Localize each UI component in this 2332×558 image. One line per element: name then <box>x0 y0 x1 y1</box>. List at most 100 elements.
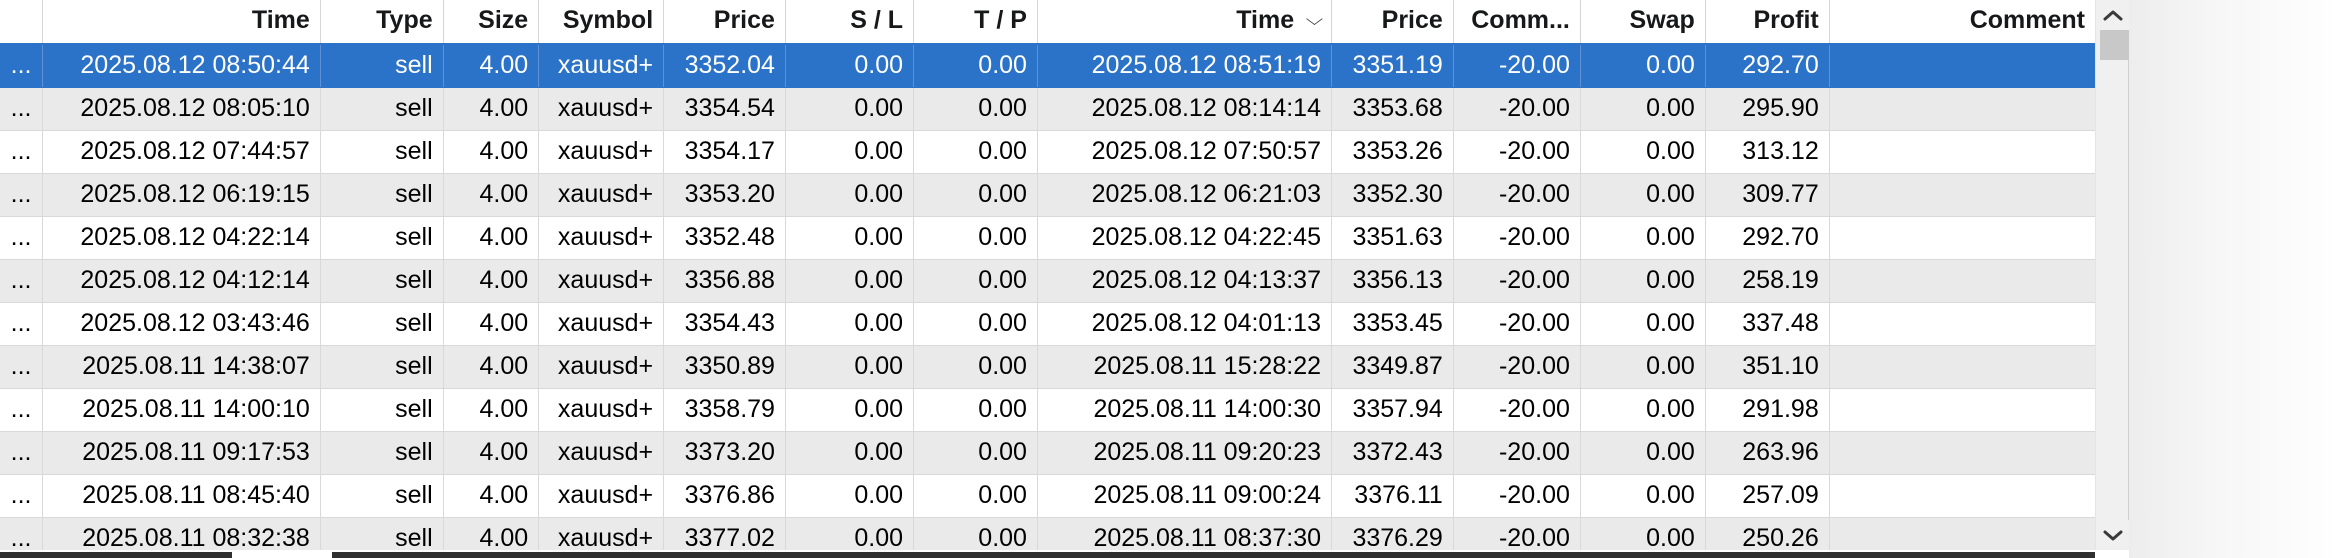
cell-open_price[interactable]: 3350.89 <box>663 345 786 389</box>
cell-commission[interactable]: -20.00 <box>1453 87 1581 131</box>
cell-type[interactable]: sell <box>320 87 444 131</box>
cell-type[interactable]: sell <box>320 130 444 174</box>
cell-commission[interactable]: -20.00 <box>1453 302 1581 346</box>
cell-close_price[interactable]: 3356.13 <box>1331 259 1454 303</box>
horizontal-scrollbar-left-segment[interactable] <box>0 552 232 558</box>
cell-close_price[interactable]: 3372.43 <box>1331 431 1454 475</box>
cell-type[interactable]: sell <box>320 44 444 88</box>
cell-sl[interactable]: 0.00 <box>785 173 915 217</box>
cell-profit[interactable]: 337.48 <box>1705 302 1830 346</box>
cell-close_price[interactable]: 3353.68 <box>1331 87 1454 131</box>
cell-size[interactable]: 4.00 <box>443 302 540 346</box>
cell-close_time[interactable]: 2025.08.11 09:20:23 <box>1037 431 1333 475</box>
cell-commission[interactable]: -20.00 <box>1453 474 1581 518</box>
cell-size[interactable]: 4.00 <box>443 216 540 260</box>
cell-sl[interactable]: 0.00 <box>785 130 915 174</box>
cell-commission[interactable]: -20.00 <box>1453 173 1581 217</box>
cell-open_price[interactable]: 3352.04 <box>663 44 786 88</box>
table-row[interactable]: ... 2025.08.12 07:44:57 sell 4.00 xauusd+ 335… <box>0 130 2095 174</box>
cell-open_time[interactable]: 2025.08.12 04:22:14 <box>42 216 321 260</box>
cell-close_time[interactable]: 2025.08.12 08:14:14 <box>1037 87 1333 131</box>
table-row[interactable]: ... 2025.08.12 04:12:14 sell 4.00 xauusd+ 335… <box>0 259 2095 303</box>
cell-swap[interactable]: 0.00 <box>1580 345 1706 389</box>
cell-close_time[interactable]: 2025.08.12 06:21:03 <box>1037 173 1333 217</box>
cell-size[interactable]: 4.00 <box>443 345 540 389</box>
table-row-selected[interactable]: ... 2025.08.12 08:50:44 sell 4.00 xauusd+ 335… <box>0 44 2095 88</box>
horizontal-scrollbar[interactable] <box>0 550 2095 558</box>
cell-size[interactable]: 4.00 <box>443 130 540 174</box>
cell-close_time[interactable]: 2025.08.12 07:50:57 <box>1037 130 1333 174</box>
cell-comment[interactable] <box>1829 302 2095 346</box>
chevron-up-icon[interactable] <box>2096 0 2129 30</box>
cell-type[interactable]: sell <box>320 259 444 303</box>
cell-type[interactable]: sell <box>320 216 444 260</box>
cell-close_time[interactable]: 2025.08.11 15:28:22 <box>1037 345 1333 389</box>
cell-comment[interactable] <box>1829 87 2095 131</box>
cell-open_time[interactable]: 2025.08.11 08:45:40 <box>42 474 321 518</box>
cell-swap[interactable]: 0.00 <box>1580 216 1706 260</box>
cell-sl[interactable]: 0.00 <box>785 87 915 131</box>
column-header-comment[interactable]: Comment <box>1829 0 2095 45</box>
cell-close_price[interactable]: 3353.26 <box>1331 130 1454 174</box>
cell-size[interactable]: 4.00 <box>443 474 540 518</box>
cell-open_time[interactable]: 2025.08.12 06:19:15 <box>42 173 321 217</box>
cell-close_price[interactable]: 3376.11 <box>1331 474 1454 518</box>
column-header-commission[interactable]: Comm... <box>1453 0 1581 45</box>
cell-sl[interactable]: 0.00 <box>785 345 915 389</box>
column-header-swap[interactable]: Swap <box>1580 0 1706 45</box>
cell-comment[interactable] <box>1829 216 2095 260</box>
cell-swap[interactable]: 0.00 <box>1580 302 1706 346</box>
cell-tp[interactable]: 0.00 <box>913 431 1038 475</box>
cell-ticket[interactable]: ... <box>0 302 43 346</box>
cell-type[interactable]: sell <box>320 173 444 217</box>
column-header-tp[interactable]: T / P <box>913 0 1038 45</box>
cell-sl[interactable]: 0.00 <box>785 44 915 88</box>
column-header-size[interactable]: Size <box>443 0 540 45</box>
cell-close_price[interactable]: 3352.30 <box>1331 173 1454 217</box>
cell-ticket[interactable]: ... <box>0 431 43 475</box>
cell-close_time[interactable]: 2025.08.12 08:51:19 <box>1037 44 1333 88</box>
cell-comment[interactable] <box>1829 431 2095 475</box>
cell-ticket[interactable]: ... <box>0 388 43 432</box>
table-row[interactable]: ... 2025.08.11 14:00:10 sell 4.00 xauusd+ 335… <box>0 388 2095 432</box>
cell-close_price[interactable]: 3353.45 <box>1331 302 1454 346</box>
cell-symbol[interactable]: xauusd+ <box>538 130 665 174</box>
cell-type[interactable]: sell <box>320 474 444 518</box>
cell-ticket[interactable]: ... <box>0 130 43 174</box>
cell-swap[interactable]: 0.00 <box>1580 44 1706 88</box>
cell-open_price[interactable]: 3352.48 <box>663 216 786 260</box>
cell-type[interactable]: sell <box>320 388 444 432</box>
cell-comment[interactable] <box>1829 173 2095 217</box>
cell-swap[interactable]: 0.00 <box>1580 474 1706 518</box>
cell-size[interactable]: 4.00 <box>443 173 540 217</box>
column-header-open_time[interactable]: Time <box>42 0 321 45</box>
cell-symbol[interactable]: xauusd+ <box>538 345 665 389</box>
cell-symbol[interactable]: xauusd+ <box>538 302 665 346</box>
cell-comment[interactable] <box>1829 130 2095 174</box>
cell-symbol[interactable]: xauusd+ <box>538 259 665 303</box>
cell-open_price[interactable]: 3373.20 <box>663 431 786 475</box>
cell-comment[interactable] <box>1829 474 2095 518</box>
cell-swap[interactable]: 0.00 <box>1580 130 1706 174</box>
cell-ticket[interactable]: ... <box>0 44 43 88</box>
cell-swap[interactable]: 0.00 <box>1580 87 1706 131</box>
cell-ticket[interactable]: ... <box>0 87 43 131</box>
cell-commission[interactable]: -20.00 <box>1453 44 1581 88</box>
cell-open_time[interactable]: 2025.08.11 09:17:53 <box>42 431 321 475</box>
cell-size[interactable]: 4.00 <box>443 44 540 88</box>
cell-open_price[interactable]: 3376.86 <box>663 474 786 518</box>
table-row[interactable]: ... 2025.08.12 06:19:15 sell 4.00 xauusd+ 335… <box>0 173 2095 217</box>
cell-commission[interactable]: -20.00 <box>1453 216 1581 260</box>
cell-size[interactable]: 4.00 <box>443 87 540 131</box>
column-header-ticket[interactable] <box>0 0 43 45</box>
cell-swap[interactable]: 0.00 <box>1580 173 1706 217</box>
cell-symbol[interactable]: xauusd+ <box>538 388 665 432</box>
cell-close_time[interactable]: 2025.08.11 14:00:30 <box>1037 388 1333 432</box>
cell-commission[interactable]: -20.00 <box>1453 431 1581 475</box>
cell-tp[interactable]: 0.00 <box>913 345 1038 389</box>
cell-open_price[interactable]: 3354.54 <box>663 87 786 131</box>
cell-sl[interactable]: 0.00 <box>785 216 915 260</box>
cell-commission[interactable]: -20.00 <box>1453 388 1581 432</box>
table-row[interactable]: ... 2025.08.11 14:38:07 sell 4.00 xauusd+ 335… <box>0 345 2095 389</box>
cell-tp[interactable]: 0.00 <box>913 388 1038 432</box>
